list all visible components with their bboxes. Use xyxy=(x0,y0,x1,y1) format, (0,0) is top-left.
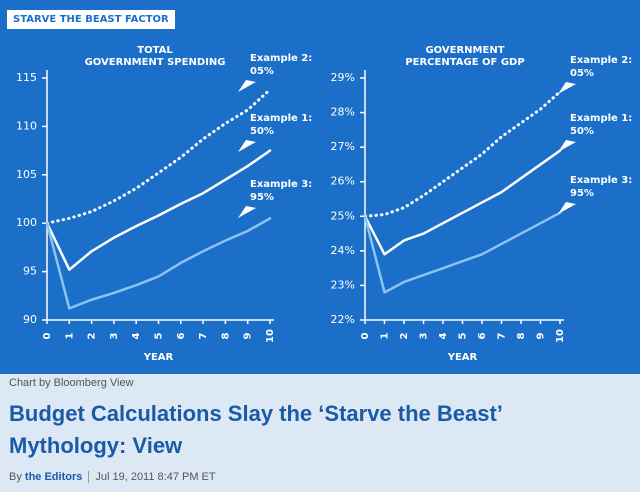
callout-pointer xyxy=(238,80,256,92)
byline: By the Editors Jul 19, 2011 8:47 PM ET xyxy=(9,471,216,483)
legend-name: Example 1: xyxy=(570,113,632,124)
byline-prefix: By xyxy=(9,471,22,483)
x-tick-label: 6 xyxy=(477,332,488,339)
legend-name: Example 3: xyxy=(250,179,312,190)
y-tick-label: 26% xyxy=(331,175,355,188)
x-tick-label: 7 xyxy=(198,332,209,339)
legend-name: Example 2: xyxy=(250,53,312,64)
chart-area: 90 95 100 105 110 115 0 1 2 3 4 5 6 7 8 9 10 YEAR Example … xyxy=(0,0,640,374)
legend-rate: 05% xyxy=(570,68,594,79)
callout-pointer xyxy=(238,206,256,218)
callout-pointer xyxy=(558,202,576,214)
y-tick-label: 27% xyxy=(331,140,355,153)
series-line xyxy=(363,211,562,294)
y-tick-label: 95 xyxy=(23,265,37,278)
x-tick-label: 9 xyxy=(243,332,254,339)
y-tick-label: 115 xyxy=(16,71,37,84)
x-axis-label: YEAR xyxy=(143,352,174,363)
x-tick-label: 4 xyxy=(131,332,142,339)
y-tick-label: 24% xyxy=(331,244,355,257)
x-tick-label: 1 xyxy=(64,332,75,339)
x-tick-label: 3 xyxy=(109,332,120,339)
legend-rate: 50% xyxy=(250,126,274,137)
x-tick-label: 4 xyxy=(438,332,449,339)
x-tick-label: 2 xyxy=(399,332,410,339)
caption: Chart by Bloomberg View xyxy=(9,377,134,389)
y-tick-label: 25% xyxy=(331,209,355,222)
x-tick-label: 0 xyxy=(42,332,53,339)
x-tick-label: 6 xyxy=(176,332,187,339)
author[interactable]: the Editors xyxy=(24,471,90,483)
x-tick-label: 2 xyxy=(87,332,98,339)
x-tick-label: 8 xyxy=(516,332,527,339)
x-tick-label: 9 xyxy=(536,332,547,339)
date: Jul 19, 2011 8:47 PM ET xyxy=(95,471,216,483)
callout-pointer xyxy=(558,82,576,94)
x-tick-label: 5 xyxy=(154,332,165,339)
chart-title: GOVERNMENT PERCENTAGE OF GDP xyxy=(405,45,525,68)
x-axis-label: YEAR xyxy=(447,352,478,363)
y-tick-label: 105 xyxy=(16,168,37,181)
series-line xyxy=(45,88,272,225)
y-tick-label: 28% xyxy=(331,106,355,119)
legend-rate: 50% xyxy=(570,126,594,137)
y-tick-label: 29% xyxy=(331,71,355,84)
y-tick-label: 110 xyxy=(16,119,37,132)
legend-rate: 05% xyxy=(250,66,274,77)
x-tick-label: 1 xyxy=(380,332,391,339)
x-tick-label: 0 xyxy=(360,332,371,339)
x-tick-label: 10 xyxy=(555,329,566,343)
x-tick-label: 3 xyxy=(419,332,430,339)
y-tick-label: 23% xyxy=(331,278,355,291)
y-tick-label: 90 xyxy=(23,313,37,326)
callout-pointer xyxy=(558,140,576,152)
legend-name: Example 1: xyxy=(250,113,312,124)
y-tick-label: 22% xyxy=(331,313,355,326)
y-tick-label: 100 xyxy=(16,216,37,229)
legend-rate: 95% xyxy=(250,192,274,203)
series-line xyxy=(363,149,562,256)
series-line xyxy=(45,149,272,271)
headline[interactable]: Budget Calculations Slay the ‘Starve the… xyxy=(9,401,502,458)
callout-pointer xyxy=(238,140,256,152)
legend-rate: 95% xyxy=(570,188,594,199)
badge: STARVE THE BEAST FACTOR xyxy=(7,10,175,29)
legend-name: Example 2: xyxy=(570,55,632,66)
x-tick-label: 8 xyxy=(220,332,231,339)
chart-title: TOTAL GOVERNMENT SPENDING xyxy=(84,45,226,68)
x-tick-label: 5 xyxy=(458,332,469,339)
x-tick-label: 7 xyxy=(497,332,508,339)
x-tick-label: 10 xyxy=(265,329,276,343)
series-line xyxy=(363,90,562,218)
legend-name: Example 3: xyxy=(570,175,632,186)
series-line xyxy=(45,217,272,310)
